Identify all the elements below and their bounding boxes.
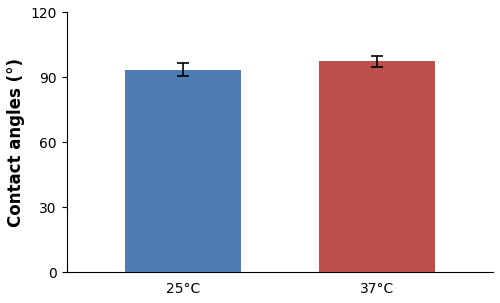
- Bar: [318, 61, 435, 272]
- Y-axis label: Contact angles (°): Contact angles (°): [7, 58, 25, 227]
- Bar: [125, 70, 241, 272]
